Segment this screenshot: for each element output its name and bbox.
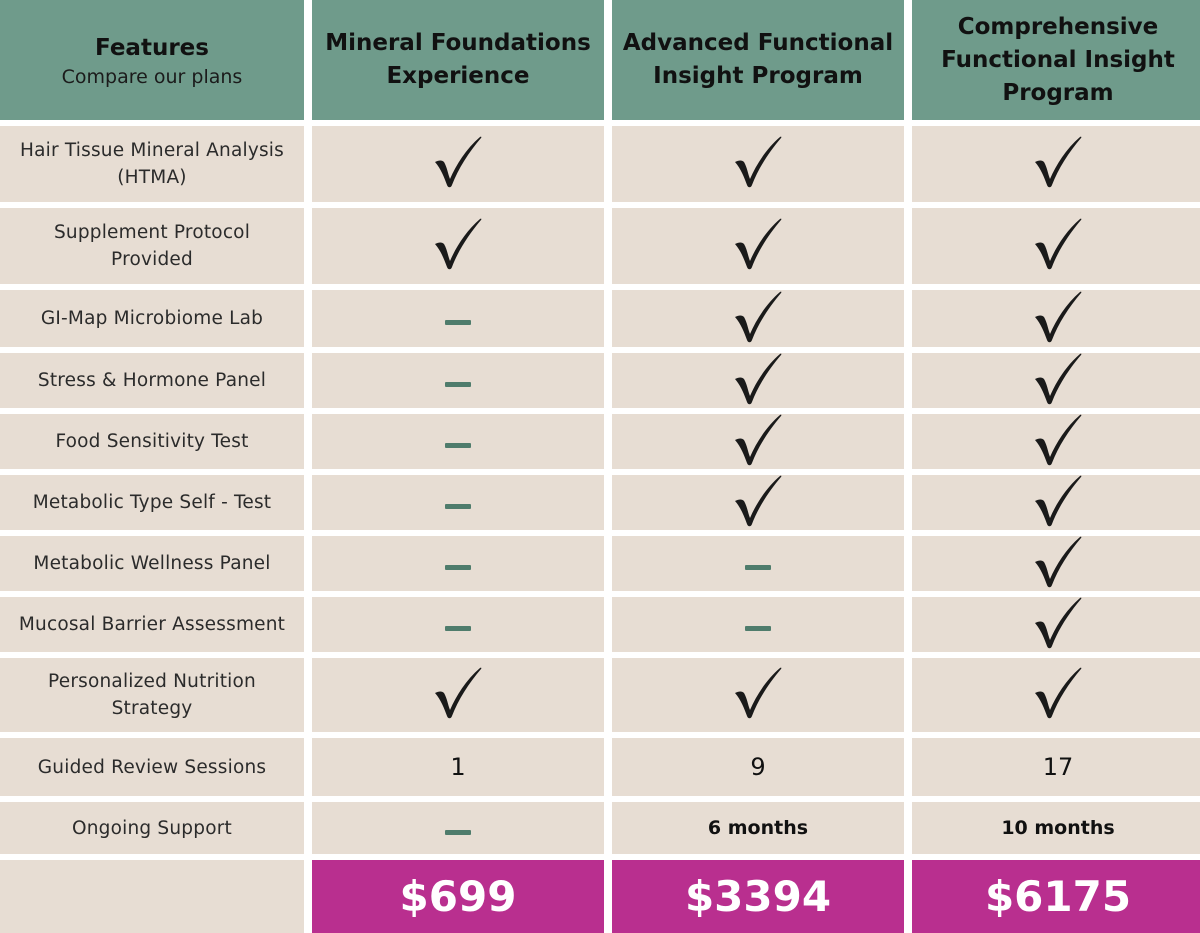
feature-label: GI-Map Microbiome Lab [0, 290, 304, 347]
price-advanced-functional: $3394 [612, 860, 904, 933]
plan-header-comprehensive-functional: Comprehensive Functional Insight Program [912, 0, 1200, 120]
feature-label: Stress & Hormone Panel [0, 353, 304, 408]
feature-label: Mucosal Barrier Assessment [0, 597, 304, 652]
cell-comprehensive-functional [912, 414, 1200, 469]
feature-label: Personalized Nutrition Strategy [0, 658, 304, 732]
checkmark-icon [432, 135, 484, 193]
cell-advanced-functional: 6 months [612, 802, 904, 854]
checkmark-icon [732, 474, 784, 532]
checkmark-icon [1032, 666, 1084, 724]
checkmark-icon [732, 413, 784, 471]
cell-comprehensive-functional: 17 [912, 738, 1200, 796]
checkmark-icon [432, 217, 484, 275]
dash-icon [445, 443, 471, 448]
cell-comprehensive-functional [912, 290, 1200, 347]
cell-mineral-foundations [312, 475, 604, 530]
cell-advanced-functional [612, 290, 904, 347]
cell-comprehensive-functional [912, 126, 1200, 202]
cell-mineral-foundations [312, 658, 604, 732]
cell-mineral-foundations [312, 208, 604, 284]
feature-label: Guided Review Sessions [0, 738, 304, 796]
dash-icon [445, 382, 471, 387]
checkmark-icon [732, 135, 784, 193]
checkmark-icon [732, 666, 784, 724]
checkmark-icon [1032, 535, 1084, 593]
cell-comprehensive-functional [912, 475, 1200, 530]
features-header: Features Compare our plans [0, 0, 304, 120]
checkmark-icon [1032, 474, 1084, 532]
cell-mineral-foundations [312, 597, 604, 652]
feature-label: Metabolic Type Self - Test [0, 475, 304, 530]
price-comprehensive-functional: $6175 [912, 860, 1200, 933]
plan-header-advanced-functional: Advanced Functional Insight Program [612, 0, 904, 120]
cell-value: 9 [750, 753, 766, 781]
plan-name: Advanced Functional Insight Program [622, 30, 894, 89]
dash-icon [445, 565, 471, 570]
plan-name: Comprehensive Functional Insight Program [941, 13, 1175, 106]
features-subtitle: Compare our plans [61, 65, 243, 88]
checkmark-icon [732, 217, 784, 275]
cell-value: 1 [450, 753, 466, 781]
cell-comprehensive-functional: 10 months [912, 802, 1200, 854]
checkmark-icon [732, 290, 784, 348]
checkmark-icon [1032, 413, 1084, 471]
checkmark-icon [1032, 290, 1084, 348]
checkmark-icon [1032, 352, 1084, 410]
features-title: Features [95, 34, 209, 61]
cell-mineral-foundations [312, 536, 604, 591]
feature-label: Food Sensitivity Test [0, 414, 304, 469]
cell-advanced-functional [612, 475, 904, 530]
checkmark-icon [1032, 217, 1084, 275]
cell-value: 10 months [1001, 817, 1115, 839]
cell-comprehensive-functional [912, 208, 1200, 284]
cell-mineral-foundations [312, 290, 604, 347]
cell-mineral-foundations [312, 802, 604, 854]
feature-label: Ongoing Support [0, 802, 304, 854]
dash-icon [445, 829, 471, 835]
cell-mineral-foundations [312, 353, 604, 408]
cell-mineral-foundations: 1 [312, 738, 604, 796]
checkmark-icon [1032, 135, 1084, 193]
cell-value: 17 [1042, 753, 1074, 781]
dash-icon [445, 626, 471, 631]
feature-label: Supplement Protocol Provided [0, 208, 304, 284]
checkmark-icon [1032, 596, 1084, 654]
cell-advanced-functional [612, 126, 904, 202]
feature-label: Metabolic Wellness Panel [0, 536, 304, 591]
checkmark-icon [732, 352, 784, 410]
cell-comprehensive-functional [912, 658, 1200, 732]
cell-advanced-functional [612, 597, 904, 652]
dash-icon [745, 626, 771, 631]
cell-advanced-functional [612, 208, 904, 284]
cell-advanced-functional [612, 658, 904, 732]
cell-comprehensive-functional [912, 597, 1200, 652]
cell-advanced-functional: 9 [612, 738, 904, 796]
price-row-spacer [0, 860, 304, 933]
dash-icon [745, 565, 771, 570]
dash-icon [445, 504, 471, 509]
checkmark-icon [432, 666, 484, 724]
plan-header-mineral-foundations: Mineral Foundations Experience [312, 0, 604, 120]
cell-mineral-foundations [312, 126, 604, 202]
cell-comprehensive-functional [912, 353, 1200, 408]
dash-icon [445, 320, 471, 325]
cell-comprehensive-functional [912, 536, 1200, 591]
cell-advanced-functional [612, 536, 904, 591]
feature-label: Hair Tissue Mineral Analysis (HTMA) [0, 126, 304, 202]
cell-advanced-functional [612, 414, 904, 469]
cell-advanced-functional [612, 353, 904, 408]
cell-mineral-foundations [312, 414, 604, 469]
price-mineral-foundations: $699 [312, 860, 604, 933]
cell-value: 6 months [707, 817, 809, 839]
plan-name: Mineral Foundations Experience [325, 30, 591, 89]
